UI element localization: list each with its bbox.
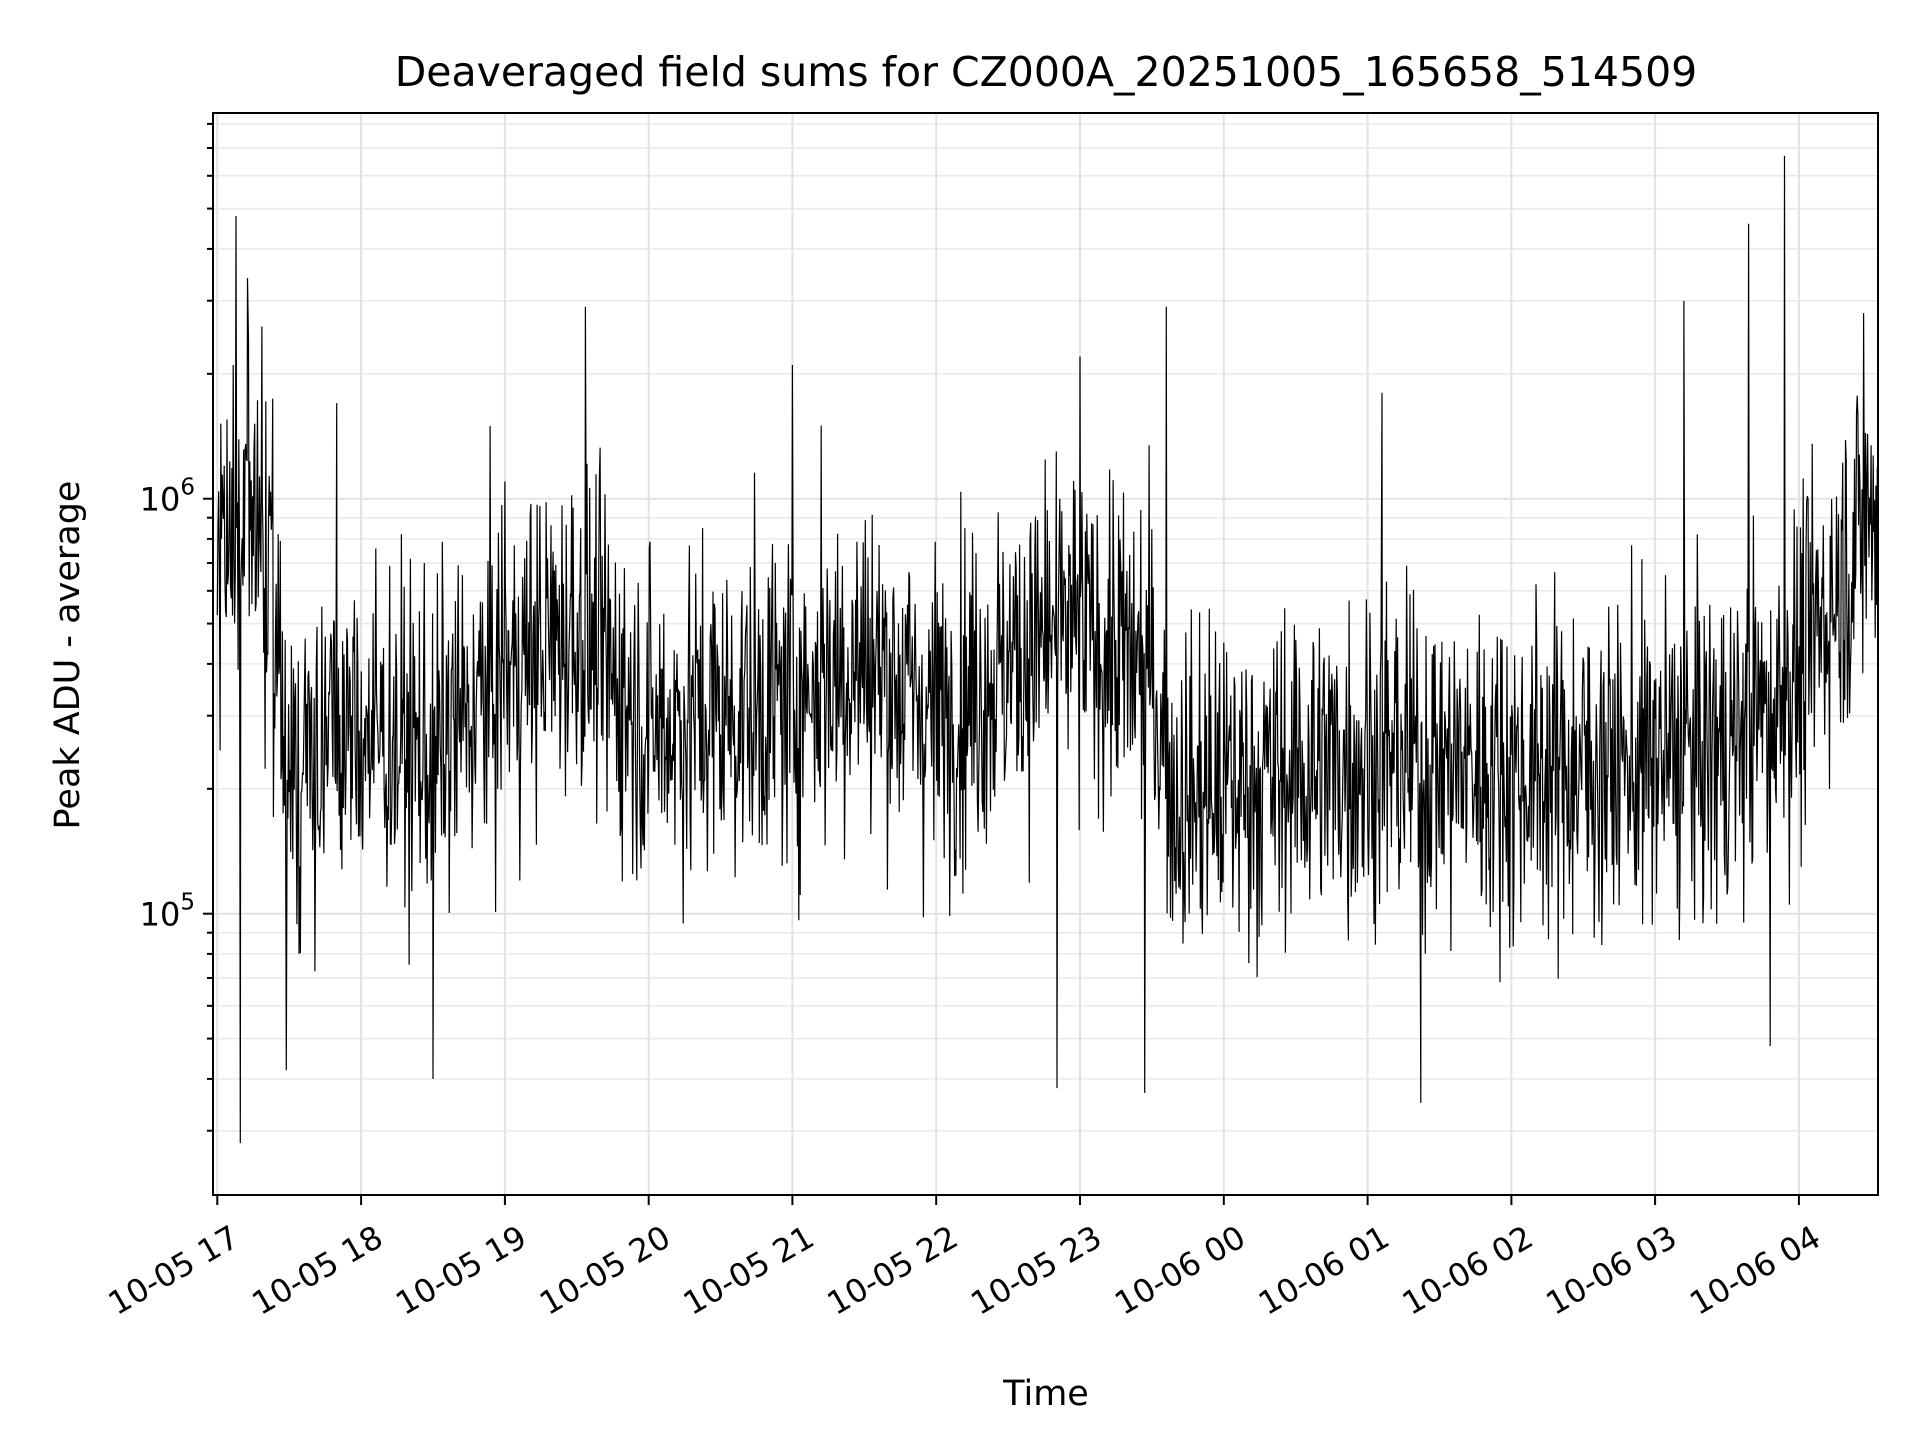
series-layer [216, 155, 1879, 1144]
plot-frame [212, 112, 1879, 1196]
x-axis-label: Time [1002, 1374, 1089, 1414]
y-tick-label: 105 [140, 890, 195, 934]
y-tick-label: 106 [140, 475, 195, 519]
series-line [216, 155, 1879, 1144]
y-axis-ticks: 105 106 [140, 122, 213, 1132]
chart-title: Deaveraged field sums for CZ000A_2025100… [395, 48, 1698, 96]
y-axis-label: Peak ADU - average [48, 481, 88, 830]
